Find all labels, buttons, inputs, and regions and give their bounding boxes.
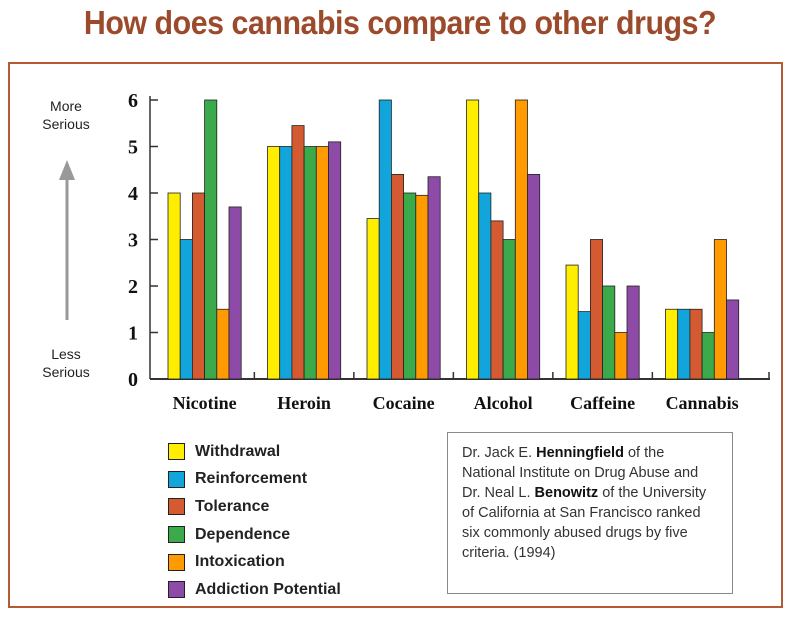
bar	[689, 308, 703, 380]
legend-label: Reinforcement	[195, 470, 308, 488]
legend-item: Intoxication	[168, 548, 341, 576]
note-text-2: of the National Institute on Drug Abuse …	[462, 445, 699, 501]
bar	[390, 173, 404, 380]
legend-swatch	[168, 581, 185, 599]
bar	[216, 308, 230, 380]
x-tick-label: Caffeine	[570, 393, 635, 413]
x-tick-label: Nicotine	[173, 393, 237, 413]
source-note: Dr. Jack E. Henningfield of the National…	[447, 432, 733, 594]
legend-item: Addiction Potential	[168, 576, 341, 604]
bar	[701, 332, 715, 380]
x-tick-label: Alcohol	[474, 393, 533, 413]
more-serious-label: More Serious	[26, 97, 106, 133]
note-text-3: of the University of California at San F…	[462, 485, 707, 561]
chart-title: How does cannabis compare to other drugs…	[83, 4, 717, 41]
y-tick-label: 5	[128, 137, 138, 159]
more-serious-line1: More	[50, 98, 82, 114]
bar	[577, 311, 591, 380]
bar	[267, 146, 281, 380]
legend-label: Withdrawal	[195, 442, 281, 460]
x-tick-label: Heroin	[277, 393, 331, 413]
bar	[378, 99, 392, 380]
chart-frame	[8, 62, 783, 608]
legend-item: Dependence	[168, 521, 341, 549]
bar	[677, 308, 691, 380]
bar	[726, 299, 740, 380]
legend-swatch	[168, 526, 185, 544]
bar	[514, 99, 528, 380]
bar	[228, 206, 242, 380]
less-serious-label: Less Serious	[26, 345, 106, 381]
bar	[179, 239, 193, 380]
legend-item: Tolerance	[168, 493, 341, 521]
legend-swatch	[168, 498, 185, 516]
note-name-henningfield: Henningfield	[536, 445, 624, 461]
legend-label: Tolerance	[195, 497, 270, 515]
y-tick-label: 1	[128, 323, 138, 345]
serious-arrow-head	[59, 160, 75, 180]
legend-swatch	[168, 553, 185, 571]
bar	[315, 146, 329, 380]
y-tick-label: 6	[128, 90, 138, 112]
bar	[626, 285, 640, 380]
bar	[366, 218, 380, 380]
chart-legend: Withdrawal Reinforcement Tolerance Dependen…	[168, 438, 341, 604]
y-tick-label: 0	[128, 369, 138, 391]
bar	[478, 192, 492, 380]
y-tick-label: 4	[128, 183, 138, 205]
bar	[590, 239, 604, 380]
less-serious-line1: Less	[51, 346, 81, 362]
bar	[328, 141, 342, 380]
bar	[191, 192, 205, 380]
bar	[466, 99, 480, 380]
x-tick-label: Cannabis	[666, 393, 739, 413]
note-text-1: Dr. Jack E.	[462, 445, 537, 461]
bar	[303, 146, 317, 380]
legend-label: Dependence	[195, 525, 291, 543]
bar	[490, 220, 504, 380]
legend-item: Withdrawal	[168, 438, 341, 466]
legend-swatch	[168, 443, 185, 461]
bar	[713, 239, 727, 380]
more-serious-line2: Serious	[42, 116, 90, 132]
bar	[403, 192, 417, 380]
bar	[427, 176, 441, 380]
bar	[614, 332, 628, 380]
bar	[204, 99, 218, 380]
bar	[565, 264, 579, 380]
legend-label: Addiction Potential	[195, 580, 341, 598]
less-serious-line2: Serious	[42, 364, 90, 380]
bar	[665, 308, 679, 380]
bar	[415, 194, 429, 380]
bar	[167, 192, 181, 380]
y-tick-label: 2	[128, 276, 138, 298]
bar	[291, 125, 305, 380]
bar	[502, 239, 516, 380]
x-tick-label: Cocaine	[373, 393, 435, 413]
legend-label: Intoxication	[195, 553, 285, 571]
legend-swatch	[168, 470, 185, 488]
y-tick-label: 3	[128, 230, 138, 252]
bar	[527, 173, 541, 380]
legend-item: Reinforcement	[168, 466, 341, 494]
note-name-benowitz: Benowitz	[534, 485, 599, 501]
bar	[602, 285, 616, 380]
bar	[279, 146, 293, 380]
